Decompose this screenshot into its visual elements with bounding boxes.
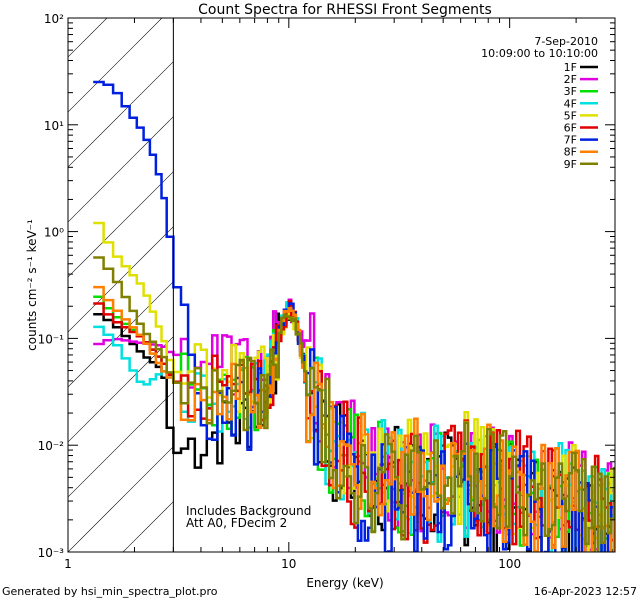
hatch-line: [68, 446, 174, 552]
y-axis-label: counts cm⁻² s⁻¹ keV⁻¹: [25, 219, 39, 351]
hatch-line: [68, 18, 163, 113]
hatch-line: [0, 0, 78, 552]
footer-timestamp: 16-Apr-2023 12:57: [534, 585, 637, 598]
hatch-line: [68, 61, 174, 168]
footer-generated-by: Generated by hsi_min_spectra_plot.pro: [2, 585, 218, 598]
legend-label-9f: 9F: [564, 158, 577, 171]
y-tick-label: 10¹: [44, 119, 64, 133]
excluded-energy-hatch: [0, 0, 640, 552]
hatch-line: [68, 116, 174, 223]
plot-frame: [67, 17, 616, 553]
hatch-line: [68, 226, 174, 333]
y-tick-label: 10⁻³: [38, 546, 65, 560]
hatch-line: [618, 0, 640, 552]
legend-label-7f: 7F: [564, 134, 577, 147]
x-tick-label: 1: [64, 557, 72, 571]
legend-label-4f: 4F: [564, 97, 577, 110]
legend-label-2f: 2F: [564, 73, 577, 86]
axis-ticks: 1 10 100 10⁻³ 10⁻² 10⁻¹ 10⁰ 10¹ 10²: [38, 12, 616, 571]
x-tick-label: 100: [498, 557, 521, 571]
annotation-background: Includes Background: [186, 504, 311, 518]
chart-title: Count Spectra for RHESSI Front Segments: [198, 2, 492, 18]
legend-date: 7-Sep-2010: [534, 35, 598, 48]
hatch-line: [0, 0, 23, 552]
y-tick-label: 10⁻¹: [38, 332, 65, 346]
hatch-line: [68, 171, 174, 278]
legend-label-5f: 5F: [564, 109, 577, 122]
legend-label-1f: 1F: [564, 61, 577, 74]
x-tick-label: 10: [281, 557, 296, 571]
x-axis-label: Energy (keV): [306, 576, 383, 590]
annotation-attenuator: Att A0, FDecim 2: [186, 516, 287, 530]
hatch-line: [68, 391, 174, 498]
spectra-series: [93, 80, 615, 552]
legend-time-range: 10:09:00 to 10:10:00: [481, 47, 598, 60]
y-tick-label: 10⁰: [44, 226, 64, 240]
y-tick-label: 10²: [44, 12, 64, 26]
series-line-9f: [93, 256, 615, 552]
legend-label-6f: 6F: [564, 122, 577, 135]
legend-label-8f: 8F: [564, 146, 577, 159]
legend-label-3f: 3F: [564, 85, 577, 98]
y-tick-label: 10⁻²: [38, 439, 65, 453]
